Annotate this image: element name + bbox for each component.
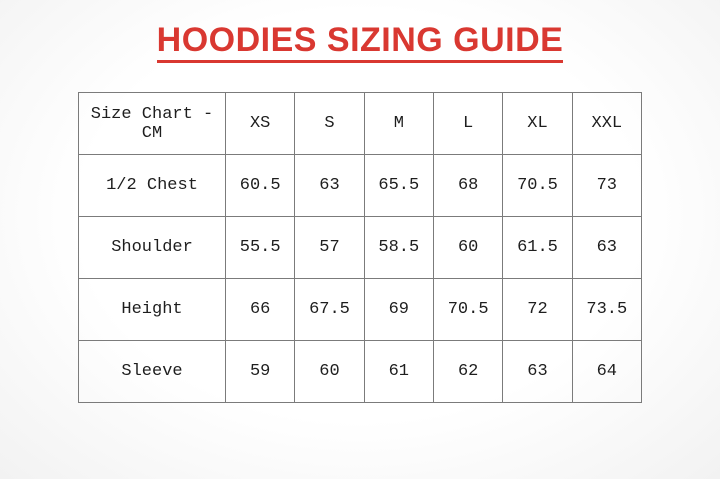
table-row-sleeve: Sleeve 59 60 61 62 63 64	[78, 340, 643, 403]
table-cell: 55.5	[224, 216, 296, 279]
table-cell: 58.5	[363, 216, 434, 279]
row-label-height: Height	[78, 278, 226, 341]
header-cell-m: M	[363, 92, 434, 155]
table-cell: 72	[502, 278, 573, 341]
table-row-height: Height 66 67.5 69 70.5 72 73.5	[78, 278, 643, 341]
table-cell: 62	[432, 340, 504, 403]
table-cell: 60	[294, 340, 365, 403]
table-row-chest: 1/2 Chest 60.5 63 65.5 68 70.5 73	[78, 154, 643, 217]
table-cell: 60	[432, 216, 504, 279]
table-cell: 67.5	[294, 278, 365, 341]
table-cell: 59	[224, 340, 296, 403]
header-cell-s: S	[294, 92, 365, 155]
row-label-chest: 1/2 Chest	[78, 154, 226, 217]
table-cell: 63	[571, 216, 643, 279]
table-cell: 64	[571, 340, 643, 403]
table-cell: 68	[432, 154, 504, 217]
table-cell: 70.5	[432, 278, 504, 341]
table-cell: 63	[294, 154, 365, 217]
header-cell-xl: XL	[502, 92, 573, 155]
table-cell: 73.5	[571, 278, 643, 341]
page-title-text: HOODIES SIZING GUIDE	[156, 22, 564, 63]
header-cell-xxl: XXL	[571, 92, 643, 155]
header-cell-size-chart: Size Chart - CM	[78, 92, 226, 155]
table-cell: 73	[571, 154, 643, 217]
header-cell-xs: XS	[224, 92, 296, 155]
table-cell: 65.5	[363, 154, 434, 217]
row-label-sleeve: Sleeve	[78, 340, 226, 403]
sizing-table: Size Chart - CM XS S M L XL XXL 1/2 Ches…	[78, 92, 643, 403]
table-cell: 63	[502, 340, 573, 403]
row-label-shoulder: Shoulder	[78, 216, 226, 279]
header-cell-l: L	[432, 92, 504, 155]
table-cell: 61	[363, 340, 434, 403]
table-cell: 57	[294, 216, 365, 279]
table-cell: 61.5	[502, 216, 573, 279]
table-header-row: Size Chart - CM XS S M L XL XXL	[78, 92, 643, 155]
table-cell: 66	[224, 278, 296, 341]
table-cell: 69	[363, 278, 434, 341]
table-cell: 70.5	[502, 154, 573, 217]
table-cell: 60.5	[224, 154, 296, 217]
page-title: HOODIES SIZING GUIDE	[0, 22, 720, 63]
table-row-shoulder: Shoulder 55.5 57 58.5 60 61.5 63	[78, 216, 643, 279]
